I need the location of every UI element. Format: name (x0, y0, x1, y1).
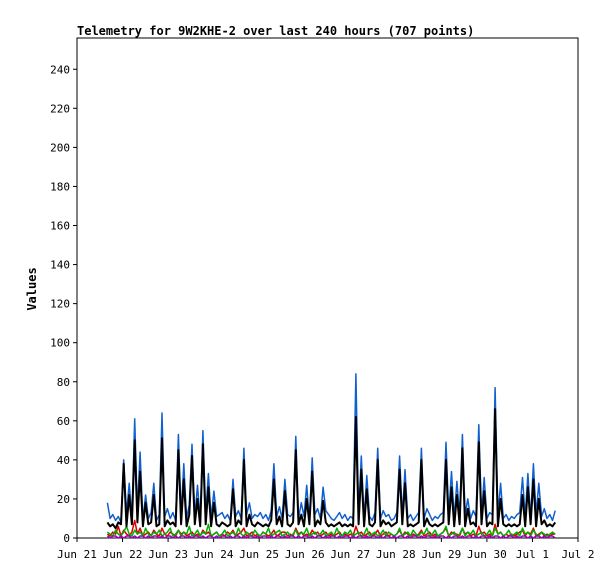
y-axis-label: Values (25, 267, 39, 310)
y-tick-label: 200 (50, 141, 70, 154)
y-tick-label: 160 (50, 220, 70, 233)
x-tick-label: Jun 21 (57, 548, 97, 561)
y-tick-label: 20 (57, 493, 70, 506)
y-tick-label: 140 (50, 259, 70, 272)
y-axis: 0 20 40 60 80 100 120 140 160 180 200 220 240 (50, 63, 77, 545)
y-tick-label: 240 (50, 63, 70, 76)
x-tick-label: Jun 29 (421, 548, 461, 561)
series-line-4 (106, 535, 556, 539)
x-tick-label: Jun 22 (103, 548, 143, 561)
series-line-3 (106, 523, 556, 537)
x-axis: Jun 21 Jun 22 Jun 23 Jun 24 Jun 25 Jun 26 Jun … (57, 538, 595, 561)
y-tick-label: 40 (57, 454, 70, 467)
plot-frame (76, 37, 579, 539)
y-tick-label: 100 (50, 337, 70, 350)
series-line-1 (106, 408, 557, 530)
series-line-0 (106, 373, 556, 524)
series-layer (106, 373, 557, 539)
y-tick-label: 220 (50, 102, 70, 115)
y-tick-label: 60 (57, 415, 70, 428)
y-tick-label: 80 (57, 376, 70, 389)
x-tick-label: Jul 1 (516, 548, 549, 561)
x-tick-label: Jun 27 (330, 548, 370, 561)
x-tick-label: Jun 26 (285, 548, 325, 561)
y-tick-label: 0 (63, 532, 70, 545)
y-tick-label: 180 (50, 180, 70, 193)
x-tick-label: Jun 23 (148, 548, 188, 561)
x-tick-label: Jun 30 (467, 548, 507, 561)
chart-title: Telemetry for 9W2KHE-2 over last 240 hou… (77, 24, 474, 38)
y-tick-label: 120 (50, 298, 70, 311)
x-tick-label: Jun 25 (239, 548, 279, 561)
x-tick-label: Jun 24 (194, 548, 234, 561)
x-tick-label: Jul 2 (561, 548, 594, 561)
x-tick-label: Jun 28 (376, 548, 416, 561)
